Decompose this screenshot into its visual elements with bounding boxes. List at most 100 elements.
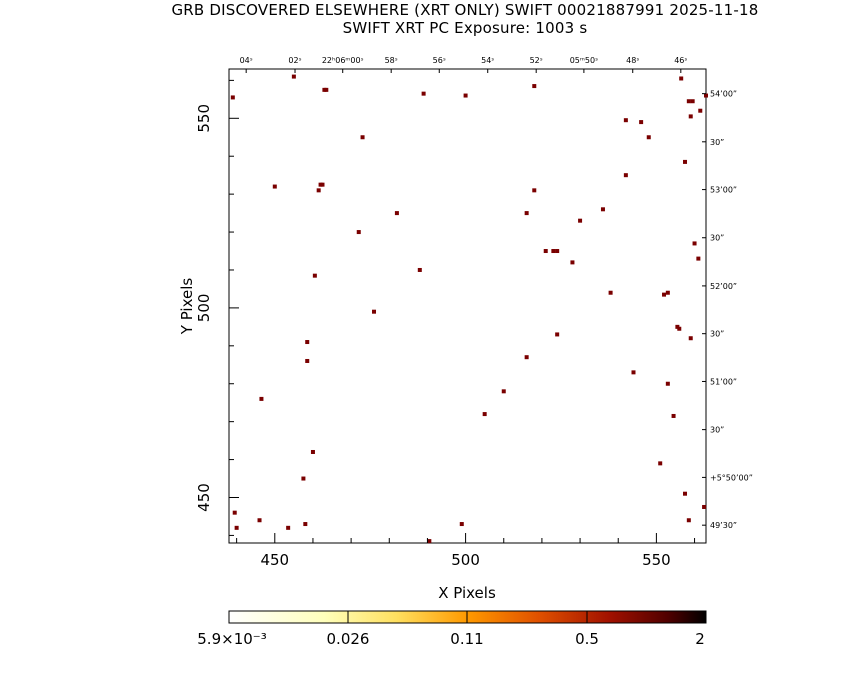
- x-tick-label: 550: [642, 551, 671, 569]
- ra-label: 05ᵐ50ˢ: [570, 56, 598, 65]
- data-point: [360, 135, 365, 140]
- data-point: [463, 93, 468, 98]
- data-point: [305, 340, 310, 345]
- data-point: [578, 218, 583, 223]
- data-point: [305, 358, 310, 363]
- data-point: [683, 159, 688, 164]
- data-point: [322, 87, 327, 92]
- dec-label: 30”: [710, 234, 724, 243]
- ra-label: 58ˢ: [385, 56, 398, 65]
- ra-label: 56ˢ: [433, 56, 446, 65]
- colorbar-tick-label: 0.11: [450, 630, 483, 648]
- x-tick-label: 450: [260, 551, 289, 569]
- data-point: [301, 476, 306, 481]
- y-axis-label: Y Pixels: [178, 278, 196, 336]
- ra-label: 22ʰ06ᵐ00ˢ: [322, 56, 364, 65]
- data-point: [482, 412, 487, 417]
- data-point: [677, 326, 682, 331]
- data-point: [686, 99, 691, 104]
- data-point: [316, 188, 321, 193]
- data-point: [272, 184, 277, 189]
- data-point: [312, 273, 317, 278]
- data-point: [234, 525, 239, 530]
- dec-label: 30”: [710, 138, 724, 147]
- chart-subtitle: SWIFT XRT PC Exposure: 1003 s: [342, 19, 588, 37]
- data-point: [600, 207, 605, 212]
- data-point: [543, 249, 548, 254]
- dec-label: 49’30”: [710, 521, 737, 530]
- data-point: [555, 249, 560, 254]
- data-point: [688, 336, 693, 341]
- data-point: [702, 504, 707, 509]
- data-point: [570, 260, 575, 265]
- data-point: [631, 370, 636, 375]
- data-point: [551, 249, 556, 254]
- data-point: [704, 93, 708, 98]
- dec-label: 51’00”: [710, 377, 737, 386]
- colorbar-tick-label: 5.9×10⁻³: [197, 630, 266, 648]
- dec-label: 30”: [710, 426, 724, 435]
- data-point: [690, 99, 695, 104]
- data-point: [257, 518, 262, 523]
- plot-frame: [228, 68, 707, 544]
- data-point: [623, 118, 628, 123]
- event-points: [230, 74, 708, 544]
- dec-label: 30”: [710, 330, 724, 339]
- dec-label: 52’00”: [710, 282, 737, 291]
- data-point: [303, 522, 308, 527]
- ra-label: 48ˢ: [626, 56, 639, 65]
- data-point: [623, 173, 628, 178]
- y-tick-label: 500: [195, 294, 213, 323]
- data-point: [555, 332, 560, 337]
- data-point: [671, 413, 676, 418]
- data-point: [524, 355, 529, 360]
- ra-label: 52ˢ: [530, 56, 543, 65]
- data-point: [421, 91, 426, 96]
- y-tick-label: 550: [195, 104, 213, 133]
- colorbar-tick-label: 0.5: [575, 630, 599, 648]
- x-tick-label: 500: [451, 551, 480, 569]
- data-point: [698, 108, 703, 113]
- ra-label: 02ˢ: [288, 56, 301, 65]
- dec-labels: 54’00” 30” 53’00” 30” 52’00” 30” 51’00” 30” +5°5…: [702, 90, 753, 530]
- data-point: [658, 461, 663, 466]
- dec-label: 54’00”: [710, 90, 737, 99]
- colorbar-ticks: 5.9×10⁻³ 0.026 0.11 0.5 2: [197, 611, 705, 648]
- data-point: [259, 396, 264, 401]
- data-point: [310, 449, 315, 454]
- data-point: [683, 491, 688, 496]
- data-point: [524, 211, 529, 216]
- data-point: [696, 256, 701, 261]
- x-axis-label: X Pixels: [438, 584, 496, 602]
- data-point: [662, 292, 667, 297]
- data-point: [665, 290, 670, 295]
- data-point: [501, 389, 506, 394]
- dec-label: 53’00”: [710, 186, 737, 195]
- data-point: [692, 241, 697, 246]
- ra-label: 54ˢ: [481, 56, 494, 65]
- ra-label: 46ˢ: [674, 56, 687, 65]
- data-point: [394, 211, 399, 216]
- ra-label: 04ˢ: [240, 56, 253, 65]
- dec-label: +5°50’00”: [710, 473, 753, 482]
- data-point: [532, 188, 537, 193]
- data-point: [665, 381, 670, 386]
- data-point: [291, 74, 296, 79]
- data-point: [639, 120, 644, 125]
- data-point: [608, 290, 613, 295]
- data-point: [686, 518, 691, 523]
- data-point: [646, 135, 651, 140]
- data-point: [679, 76, 684, 81]
- data-point: [532, 84, 537, 89]
- data-point: [427, 539, 432, 544]
- data-point: [286, 525, 291, 530]
- ra-labels: 04ˢ 02ˢ 22ʰ06ᵐ00ˢ 58ˢ 56ˢ 54ˢ 52ˢ 05ᵐ50ˢ 48ˢ 46ˢ: [240, 56, 687, 73]
- data-point: [459, 522, 464, 527]
- data-point: [688, 114, 693, 119]
- axis-ticks: 450 500 550 450 500 550: [195, 79, 696, 569]
- colorbar-tick-label: 0.026: [327, 630, 370, 648]
- data-point: [356, 230, 361, 235]
- data-point: [417, 267, 422, 272]
- data-point: [320, 182, 325, 187]
